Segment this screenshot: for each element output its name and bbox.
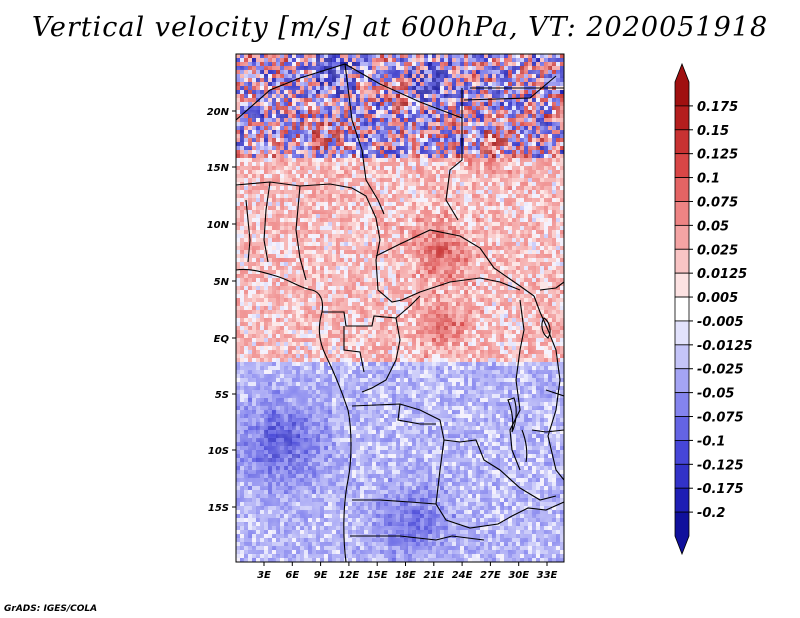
lon-tick-label: 27E: [480, 570, 501, 581]
colorbar-label: 0.005: [697, 291, 738, 306]
lat-tick-label: 10S: [208, 446, 229, 457]
colorbar-swatch: [674, 177, 690, 202]
lat-tick-label: EQ: [214, 334, 230, 345]
colorbar-label: 0.05: [697, 219, 729, 234]
colorbar-label: 0.1: [697, 172, 720, 187]
colorbar-swatch: [674, 487, 690, 513]
colorbar-swatch: [674, 62, 690, 107]
map-plot-area: [236, 54, 564, 562]
lon-tick-label: 21E: [423, 570, 444, 581]
colorbar-swatch: [674, 392, 690, 417]
lon-tick-label: 33E: [537, 570, 558, 581]
colorbar-swatch: [674, 105, 690, 131]
colorbar-label: -0.175: [697, 482, 744, 497]
lon-tick-label: 30E: [508, 570, 529, 581]
colorbar-swatch: [674, 511, 690, 556]
colorbar: 0.175 0.15 0.125 0.1 0.075 0.05 0.025 0.0125 0.0…: [674, 62, 753, 556]
lon-tick-label: 18E: [395, 570, 416, 581]
map-frame: [235, 53, 565, 563]
latitude-axis: 20N 15N 10N 5N EQ 5S 10S 15S: [207, 107, 236, 514]
colorbar-swatch: [674, 129, 690, 155]
lat-tick-label: 5S: [215, 390, 229, 401]
lat-tick-label: 15S: [208, 503, 229, 514]
colorbar-swatch: [674, 248, 690, 274]
colorbar-swatch: [674, 344, 690, 370]
colorbar-label: 0.075: [697, 195, 738, 210]
colorbar-swatch: [674, 296, 690, 322]
grads-credit: GrADS: IGES/COLA: [4, 604, 98, 614]
lat-tick-label: 10N: [207, 220, 230, 231]
colorbar-label: 0.0125: [697, 267, 747, 282]
colorbar-label: 0.15: [697, 124, 729, 139]
colorbar-swatch: [674, 224, 690, 250]
lon-tick-label: 9E: [314, 570, 328, 581]
lat-tick-label: 20N: [207, 107, 230, 118]
colorbar-swatch: [674, 153, 690, 178]
lon-tick-label: 24E: [452, 570, 473, 581]
colorbar-label: -0.125: [697, 458, 744, 473]
longitude-axis: 3E 6E 9E 12E 15E 18E 21E 24E 27E 30E 33E: [257, 562, 558, 581]
colorbar-label: 0.025: [697, 243, 738, 258]
colorbar-label: -0.1: [697, 434, 725, 449]
colorbar-swatch: [674, 416, 690, 441]
field-texture: [236, 54, 564, 562]
lat-tick-label: 15N: [207, 163, 230, 174]
lon-tick-label: 12E: [339, 570, 360, 581]
colorbar-label: -0.0125: [697, 339, 753, 354]
colorbar-label: -0.05: [697, 387, 734, 402]
colorbar-swatch: [674, 368, 690, 394]
lon-tick-label: 3E: [257, 570, 271, 581]
chart-title: Vertical velocity [m/s] at 600hPa, VT: 2…: [31, 12, 769, 43]
colorbar-label: -0.2: [697, 506, 725, 521]
colorbar-swatch: [674, 463, 690, 489]
colorbar-label: 0.175: [697, 100, 738, 115]
colorbar-swatch: [674, 320, 690, 346]
lon-tick-label: 6E: [285, 570, 299, 581]
colorbar-swatch: [674, 272, 690, 298]
country-borders: [236, 63, 564, 562]
colorbar-swatch: [674, 440, 690, 465]
lat-tick-label: 5N: [214, 277, 230, 288]
colorbar-label: -0.025: [697, 363, 744, 378]
lon-tick-label: 15E: [367, 570, 388, 581]
colorbar-label: -0.005: [697, 315, 744, 330]
colorbar-label: 0.125: [697, 148, 738, 163]
colorbar-swatch: [674, 201, 690, 226]
colorbar-label: -0.075: [697, 411, 744, 426]
